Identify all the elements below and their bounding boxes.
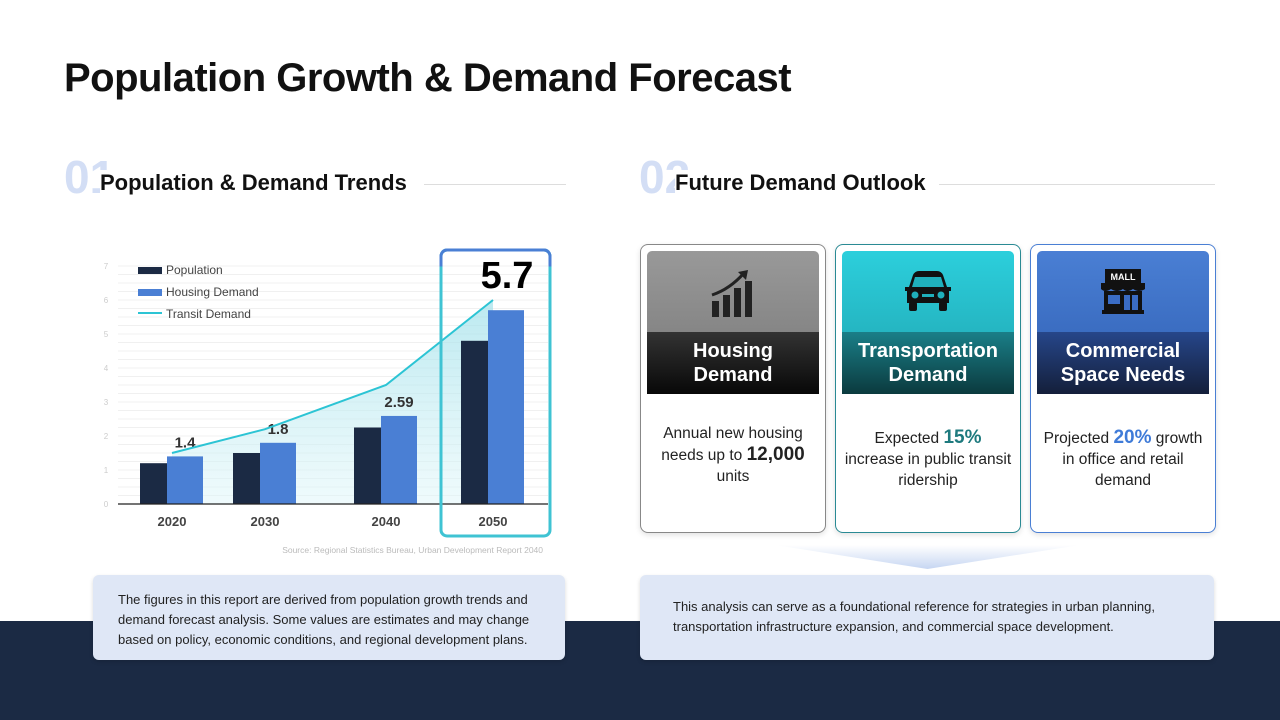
bar-chart: 0 1 2 3 4 5 6 7 1.4 2020 1.8 2030 2.59 2040 5.7 2050 P… xyxy=(104,248,552,555)
y-tick-label: 5 xyxy=(104,330,109,339)
mall-icon-text: MALL xyxy=(1111,272,1136,282)
y-tick-label: 0 xyxy=(104,500,109,509)
legend-label: Transit Demand xyxy=(166,307,251,321)
legend-label: Population xyxy=(166,263,223,277)
bar-housing-2020 xyxy=(167,456,203,504)
bar-population-2030 xyxy=(233,453,260,504)
page-title: Population Growth & Demand Forecast xyxy=(64,56,792,100)
chart-growth-icon xyxy=(647,269,819,324)
legend-swatch-population xyxy=(138,267,162,274)
x-tick-label: 2020 xyxy=(158,514,187,529)
card-text: units xyxy=(716,468,750,485)
bar-housing-2030 xyxy=(260,442,296,504)
legend: Population Housing Demand Transit Demand xyxy=(138,263,259,321)
x-tick-label: 2030 xyxy=(251,514,280,529)
card-value: 15% xyxy=(943,427,982,448)
y-tick-label: 3 xyxy=(104,398,109,407)
section-header-2: 02 Future Demand Outlook xyxy=(639,150,1215,210)
bar-population-2020 xyxy=(140,463,167,504)
bar-population-2040 xyxy=(354,427,381,504)
divider xyxy=(939,184,1215,185)
chart-source: Source: Regional Statistics Bureau, Urba… xyxy=(282,545,543,555)
bar-housing-2050 xyxy=(488,310,524,504)
card-title: Demand xyxy=(888,364,968,386)
y-tick-label: 1 xyxy=(104,466,109,475)
bar-housing-2040 xyxy=(381,415,417,504)
legend-swatch-housing xyxy=(138,289,162,296)
legend-label: Housing Demand xyxy=(166,285,259,299)
card-text: Annual new housing needs up to xyxy=(661,425,803,464)
x-tick-label: 2050 xyxy=(479,514,508,529)
card-text: increase in public transit ridership xyxy=(844,451,1012,489)
mall-icon: MALL xyxy=(1037,269,1209,320)
card-title: Space Needs xyxy=(1060,364,1186,386)
note-right: This analysis can serve as a foundationa… xyxy=(640,575,1214,660)
y-tick-label: 2 xyxy=(104,432,109,441)
card-housing: Housing Demand Annual new housing needs u… xyxy=(640,244,826,533)
y-tick-label: 7 xyxy=(104,262,109,271)
card-value: 20% xyxy=(1113,427,1152,448)
section-title: Population & Demand Trends xyxy=(100,170,419,196)
card-transportation: Transportation Demand Expected 15% increa… xyxy=(835,244,1021,533)
data-label-2020: 1.4 xyxy=(175,434,197,451)
card-title: Housing xyxy=(693,340,773,362)
y-tick-label: 4 xyxy=(104,364,109,373)
card-text: Projected xyxy=(1043,430,1114,447)
data-label-2050: 5.7 xyxy=(481,255,534,297)
card-title: Commercial xyxy=(1065,340,1181,362)
section-title: Future Demand Outlook xyxy=(675,170,938,196)
card-text: Expected xyxy=(874,430,944,447)
pointer-arrow xyxy=(775,545,1080,569)
card-title: Transportation xyxy=(857,340,998,362)
card-value: 12,000 xyxy=(746,444,805,465)
y-tick-label: 6 xyxy=(104,296,109,305)
section-header-1: 01 Population & Demand Trends xyxy=(64,150,566,210)
data-label-2030: 1.8 xyxy=(268,421,289,438)
note-left: The figures in this report are derived f… xyxy=(93,575,565,660)
divider xyxy=(424,184,566,185)
data-label-2040: 2.59 xyxy=(384,394,413,411)
car-icon xyxy=(842,269,1014,318)
x-tick-label: 2040 xyxy=(372,514,401,529)
card-text: growth in office and retail demand xyxy=(1062,430,1203,489)
bar-population-2050 xyxy=(461,340,488,504)
card-title: Demand xyxy=(693,364,773,386)
card-commercial: MALL Commercial Space Needs Projected 20%… xyxy=(1030,244,1216,533)
